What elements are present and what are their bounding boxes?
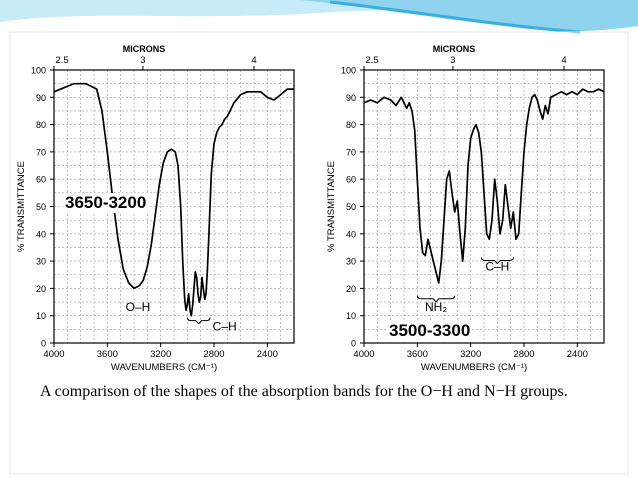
x-tick-label: 2400: [257, 349, 278, 360]
annotation-label: C–H: [485, 260, 509, 274]
slide-frame: [9, 31, 629, 475]
annotation-label: C–H: [213, 320, 237, 334]
y-tick-label: 0: [351, 339, 356, 349]
spectrum-line: [363, 88, 605, 284]
y-tick-label: 90: [36, 93, 46, 103]
y-tick-label: 10: [36, 311, 46, 321]
y-axis-title: % TRANSMITTANCE: [326, 161, 337, 252]
y-tick-label: 80: [36, 120, 46, 130]
range-label-oh: 3650-3200: [63, 193, 149, 213]
y-tick-label: 60: [346, 175, 356, 185]
y-tick-label: 50: [36, 202, 46, 212]
x-tick-label: 3600: [407, 349, 428, 360]
x-axis-title: WAVENUMBERS (CM⁻¹): [421, 362, 527, 373]
top-axis-title: MICRONS: [123, 44, 166, 54]
y-tick-label: 20: [346, 284, 356, 294]
y-tick-label: 70: [36, 147, 46, 157]
y-tick-label: 100: [341, 66, 356, 76]
top-tick-label: 4: [561, 55, 566, 66]
ir-spectrum-nh: 0 10 20 30 40 50 60 70 80 90 100 4000 3600 3200 2800 24…: [322, 40, 622, 380]
x-tick-label: 4000: [43, 349, 64, 360]
y-tick-label: 10: [346, 311, 356, 321]
range-label-nh: 3500-3300: [387, 321, 473, 341]
y-tick-label: 90: [346, 93, 356, 103]
header-wave-line: [329, 0, 581, 34]
top-tick-label: 3: [450, 55, 455, 66]
top-tick-label: 4: [251, 55, 256, 66]
y-tick-label: 70: [346, 147, 356, 157]
spectrum-line: [53, 82, 294, 317]
y-tick-label: 80: [346, 120, 356, 130]
y-tick-label: 40: [36, 229, 46, 239]
y-axis-title: % TRANSMITTANCE: [16, 161, 27, 252]
figure-caption: A comparison of the shapes of the absorp…: [40, 383, 568, 400]
y-tick-label: 30: [36, 257, 46, 267]
y-tick-label: 60: [36, 175, 46, 185]
x-tick-label: 3200: [150, 349, 171, 360]
y-tick-label: 100: [31, 66, 46, 76]
y-tick-label: 30: [346, 257, 356, 267]
y-tick-label: 0: [41, 339, 46, 349]
gridlines: [363, 69, 605, 344]
annotation-brace: [416, 295, 456, 303]
x-tick-label: 2800: [203, 349, 224, 360]
y-tick-label: 50: [346, 202, 356, 212]
top-tick-label: 2.5: [55, 55, 68, 66]
y-tick-label: 40: [346, 229, 356, 239]
top-axis-title: MICRONS: [433, 44, 476, 54]
annotation-label: O–H: [126, 300, 151, 314]
annotation-label: NH₂: [425, 300, 447, 314]
top-tick-label: 2.5: [365, 55, 378, 66]
y-tick-label: 20: [36, 284, 46, 294]
top-tick-label: 3: [140, 55, 145, 66]
x-tick-label: 2800: [513, 349, 534, 360]
x-tick-label: 3600: [97, 349, 118, 360]
ir-spectrum-oh: 0 10 20 30 40 50 60 70 80 90 100 4000 3600 3200 2800 24…: [12, 40, 312, 380]
x-tick-label: 2400: [567, 349, 588, 360]
x-axis-title: WAVENUMBERS (CM⁻¹): [111, 362, 217, 373]
spectrum-chart-nh: 0 10 20 30 40 50 60 70 80 90 100 4000 3600 3200 2800 24…: [326, 44, 605, 373]
x-tick-label: 3200: [460, 349, 481, 360]
x-tick-label: 4000: [353, 349, 374, 360]
annotation-brace: [186, 317, 211, 325]
spectrum-chart-oh: 0 10 20 30 40 50 60 70 80 90 100 4000 3600 3200 2800 24…: [16, 44, 295, 373]
annotation-brace: [480, 257, 514, 265]
